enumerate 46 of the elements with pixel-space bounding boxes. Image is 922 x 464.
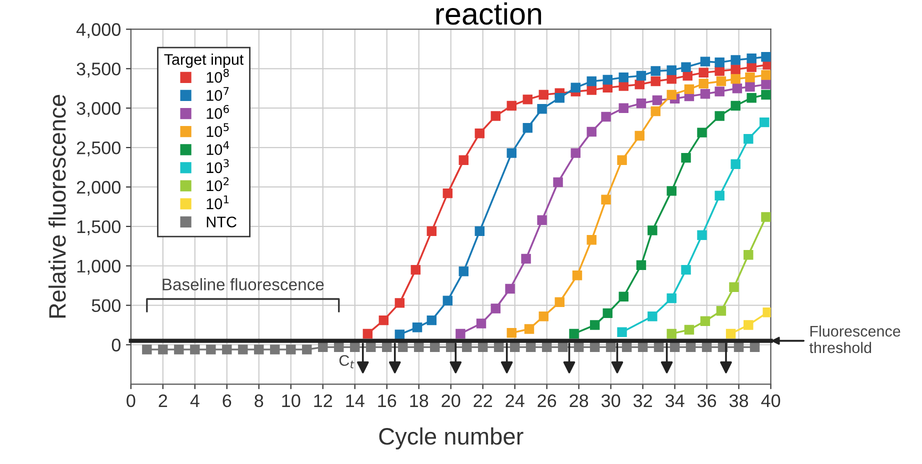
- x-tick-label: 16: [378, 394, 396, 408]
- x-tick-label: 6: [222, 394, 232, 408]
- y-axis-title: Relative fluorescence: [48, 94, 66, 318]
- legend-label: 10$^{6}$: [206, 104, 229, 119]
- legend-label: 10$^{1}$: [206, 195, 229, 210]
- annotation: C$_{t}$: [339, 355, 354, 368]
- y-tick-label: 0: [112, 338, 120, 352]
- y-tick-label: 2,500: [76, 141, 120, 156]
- x-tick-label: 22: [474, 394, 492, 407]
- ref-line-label: Fluorescence threshold: [809, 325, 900, 354]
- x-tick-label: 38: [729, 394, 748, 408]
- x-tick-label: 8: [254, 394, 264, 408]
- y-tick-label: 3,500: [76, 62, 120, 78]
- x-tick-label: 10: [282, 394, 300, 408]
- y-tick-label: 2,000: [76, 180, 120, 196]
- x-tick-label: 34: [665, 394, 684, 408]
- legend-label: NTC: [206, 216, 236, 228]
- x-tick-label: 2: [158, 394, 168, 407]
- chart-title: reaction: [436, 2, 542, 25]
- x-tick-label: 12: [314, 394, 332, 407]
- x-tick-label: 0: [126, 394, 136, 408]
- legend-label: 10$^{4}$: [206, 141, 229, 156]
- x-tick-label: 4: [190, 394, 200, 407]
- x-tick-label: 20: [442, 394, 460, 408]
- x-tick-label: 40: [761, 394, 780, 408]
- x-tick-label: 14: [346, 394, 364, 407]
- x-tick-label: 26: [538, 394, 556, 408]
- legend-label: 10$^{7}$: [206, 87, 229, 101]
- y-tick-label: 1,000: [77, 260, 120, 275]
- legend-label: 10$^{2}$: [206, 177, 229, 192]
- x-tick-label: 24: [506, 394, 524, 407]
- legend-label: 10$^{8}$: [206, 68, 229, 83]
- y-tick-label: 3,000: [76, 102, 120, 117]
- x-tick-label: 36: [697, 394, 716, 408]
- x-tick-label: 18: [410, 394, 428, 408]
- annotation: Baseline fluorescence: [162, 278, 324, 290]
- x-tick-label: 32: [633, 394, 652, 408]
- legend-label: 10$^{5}$: [206, 123, 229, 137]
- y-tick-label: 4,000: [76, 23, 120, 38]
- x-axis-title: Cycle number: [379, 427, 524, 450]
- x-tick-label: 30: [601, 394, 620, 408]
- y-tick-label: 500: [92, 299, 120, 312]
- legend-label: 10$^{3}$: [206, 159, 229, 174]
- legend-title: Target input: [164, 54, 244, 68]
- x-tick-label: 28: [570, 394, 588, 408]
- y-tick-label: 1,500: [77, 220, 120, 236]
